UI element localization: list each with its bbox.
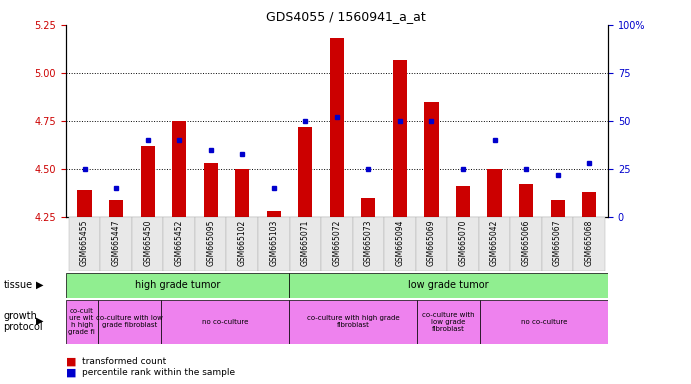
Text: growth
protocol: growth protocol: [3, 311, 43, 333]
Bar: [456, 186, 470, 217]
Bar: [204, 163, 218, 217]
Text: high grade tumor: high grade tumor: [135, 280, 220, 290]
Text: GSM665452: GSM665452: [175, 220, 184, 266]
Text: ■: ■: [66, 357, 76, 367]
Text: GSM665068: GSM665068: [585, 220, 594, 266]
Bar: [109, 200, 123, 217]
Text: GSM665066: GSM665066: [522, 220, 531, 266]
Text: co-culture with low
grade fibroblast: co-culture with low grade fibroblast: [96, 315, 163, 328]
Text: low grade tumor: low grade tumor: [408, 280, 489, 290]
Bar: [172, 121, 187, 217]
Bar: [321, 217, 352, 271]
Bar: [235, 169, 249, 217]
Text: GSM665071: GSM665071: [301, 220, 310, 266]
Text: ■: ■: [66, 367, 76, 377]
Bar: [519, 184, 533, 217]
Text: ▶: ▶: [37, 279, 44, 290]
Bar: [100, 217, 132, 271]
Text: GSM665103: GSM665103: [269, 220, 278, 266]
Bar: [97, 300, 162, 344]
Text: GSM665042: GSM665042: [490, 220, 499, 266]
Bar: [289, 300, 417, 344]
Text: GSM665073: GSM665073: [364, 220, 373, 266]
Bar: [299, 127, 312, 217]
Text: no co-culture: no co-culture: [521, 319, 567, 324]
Bar: [66, 273, 289, 298]
Text: GSM665070: GSM665070: [459, 220, 468, 266]
Text: GSM665455: GSM665455: [80, 220, 89, 266]
Bar: [487, 169, 502, 217]
Bar: [195, 217, 227, 271]
Bar: [511, 217, 542, 271]
Bar: [163, 217, 195, 271]
Text: transformed count: transformed count: [82, 357, 166, 366]
Bar: [582, 192, 596, 217]
Bar: [258, 217, 290, 271]
Text: co-cult
ure wit
h high
grade fi: co-cult ure wit h high grade fi: [68, 308, 95, 335]
Text: co-culture with high grade
fibroblast: co-culture with high grade fibroblast: [307, 315, 399, 328]
Bar: [416, 217, 447, 271]
Bar: [352, 217, 384, 271]
Text: GSM665450: GSM665450: [143, 220, 152, 266]
Bar: [424, 102, 439, 217]
Bar: [77, 190, 92, 217]
Bar: [384, 217, 416, 271]
Text: GSM665067: GSM665067: [553, 220, 562, 266]
Bar: [417, 300, 480, 344]
Bar: [267, 211, 281, 217]
Bar: [542, 217, 574, 271]
Text: percentile rank within the sample: percentile rank within the sample: [82, 368, 235, 377]
Bar: [132, 217, 163, 271]
Bar: [361, 198, 375, 217]
Bar: [290, 217, 321, 271]
Bar: [393, 60, 407, 217]
Text: ▶: ▶: [37, 316, 44, 326]
Bar: [574, 217, 605, 271]
Bar: [69, 217, 100, 271]
Bar: [480, 300, 608, 344]
Text: GSM665069: GSM665069: [427, 220, 436, 266]
Bar: [140, 146, 155, 217]
Bar: [162, 300, 289, 344]
Text: GSM665102: GSM665102: [238, 220, 247, 266]
Bar: [227, 217, 258, 271]
Bar: [330, 38, 344, 217]
Text: GSM665094: GSM665094: [395, 220, 404, 266]
Text: co-culture with
low grade
fibroblast: co-culture with low grade fibroblast: [422, 311, 475, 332]
Bar: [479, 217, 511, 271]
Text: GSM665447: GSM665447: [112, 220, 121, 266]
Text: GSM665095: GSM665095: [206, 220, 215, 266]
Text: GSM665072: GSM665072: [332, 220, 341, 266]
Text: tissue: tissue: [3, 280, 32, 290]
Text: GDS4055 / 1560941_a_at: GDS4055 / 1560941_a_at: [265, 10, 426, 23]
Text: no co-culture: no co-culture: [202, 319, 248, 324]
Bar: [289, 273, 608, 298]
Bar: [447, 217, 479, 271]
Bar: [66, 300, 97, 344]
Bar: [551, 200, 565, 217]
